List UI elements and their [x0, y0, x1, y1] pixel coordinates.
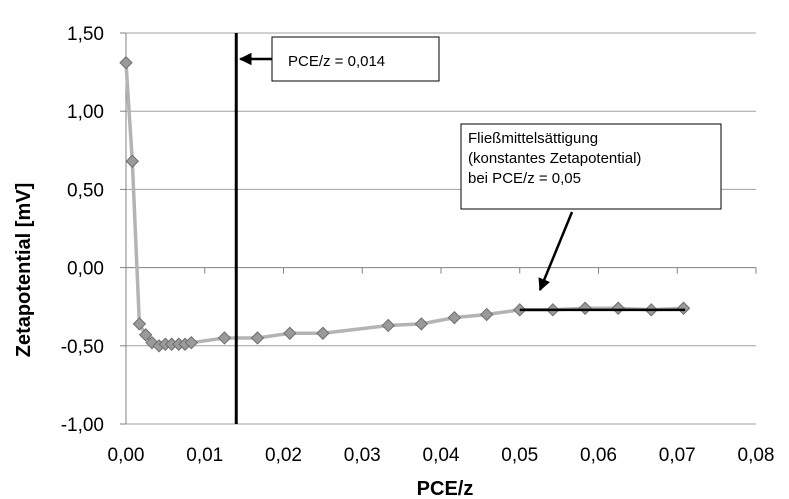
- callout-arrow: [538, 211, 574, 292]
- data-point: [132, 317, 147, 331]
- x-axis-title: PCE/z: [417, 478, 474, 499]
- y-tick-labels: 1,50 1,00 0,50 0,00 -0,50 -1,00: [61, 24, 104, 436]
- data-point: [676, 301, 691, 315]
- x-tick-labels: 0,00 0,01 0,02 0,03 0,04 0,05 0,06 0,07 0,08: [108, 445, 775, 466]
- callout-text: PCE/z = 0,014: [288, 53, 385, 70]
- x-tick-label: 0,00: [108, 445, 145, 466]
- y-tick-label: 0,50: [67, 180, 104, 201]
- callout-text: Fließmittelsättigung: [468, 130, 598, 147]
- x-tick-label: 0,06: [580, 445, 617, 466]
- data-point: [414, 317, 429, 331]
- callout-text: (konstantes Zetapotential): [468, 150, 641, 167]
- x-tick-label: 0,08: [738, 445, 775, 466]
- data-point: [250, 331, 265, 345]
- data-point: [125, 154, 140, 168]
- data-point: [184, 335, 199, 350]
- data-point: [479, 307, 494, 322]
- callouts: PCE/z = 0,014 Fließmittelsättigung (konsta…: [239, 36, 722, 292]
- data-point: [138, 328, 153, 342]
- y-tick-label: 0,00: [67, 259, 104, 280]
- data-point: [283, 326, 297, 340]
- callout-text: bei PCE/z = 0,05: [468, 170, 581, 187]
- data-point: [316, 326, 330, 340]
- y-tick-label: -0,50: [61, 337, 104, 358]
- data-point: [578, 301, 592, 315]
- y-tick-label: 1,00: [67, 102, 104, 123]
- overlays: [234, 33, 686, 424]
- callout-box: [460, 123, 722, 210]
- x-tick-label: 0,05: [501, 445, 538, 466]
- x-tick-label: 0,07: [659, 445, 696, 466]
- data-point: [611, 301, 625, 315]
- x-tick-label: 0,02: [265, 445, 302, 466]
- x-tick-label: 0,04: [423, 445, 460, 466]
- data-point: [119, 56, 133, 70]
- y-tick-label: 1,50: [67, 24, 104, 45]
- data-point: [217, 331, 232, 345]
- data-point: [381, 318, 395, 333]
- x-tick-label: 0,03: [344, 445, 381, 466]
- axes: [120, 32, 757, 425]
- x-tick-label: 0,01: [186, 445, 223, 466]
- data-point: [447, 310, 462, 325]
- gridlines: [126, 32, 756, 425]
- y-axis-title: Zetapotential [mV]: [13, 183, 35, 357]
- y-tick-label: -1,00: [61, 415, 104, 436]
